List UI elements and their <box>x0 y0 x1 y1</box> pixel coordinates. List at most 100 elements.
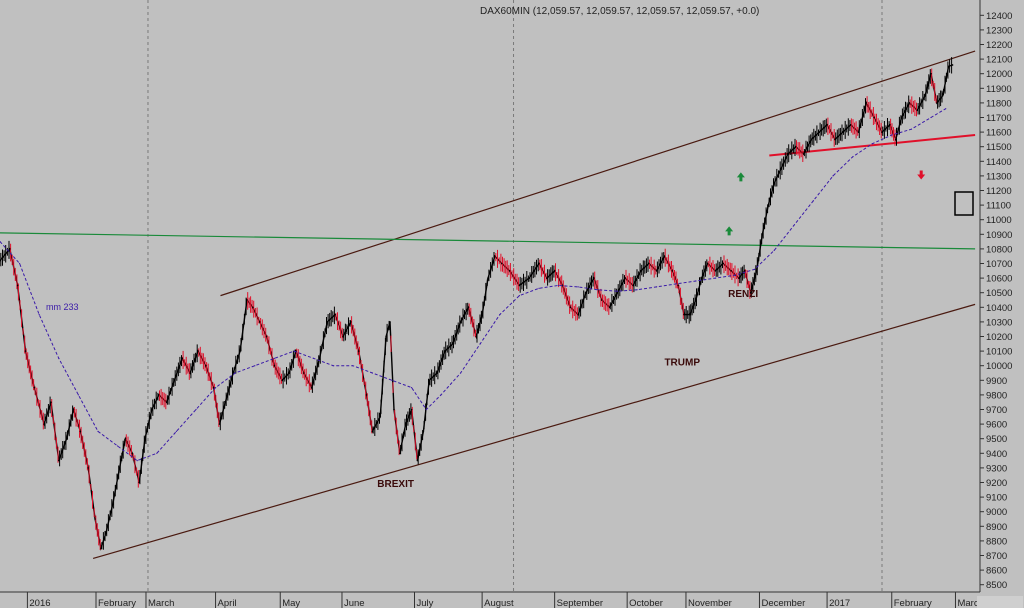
series-1-point-22 <box>425 408 427 411</box>
series-0-point-113 <box>810 138 813 141</box>
y-tick-label-9400: 9400 <box>986 449 1007 460</box>
annotation-1: TRUMP <box>664 358 700 369</box>
series-0-point-25 <box>181 357 184 360</box>
series-1-point-20 <box>391 379 393 381</box>
series-0-point-130 <box>936 102 938 104</box>
y-tick-label-8700: 8700 <box>986 551 1007 562</box>
y-tick-label-9600: 9600 <box>986 420 1007 431</box>
series-0-point-103 <box>744 270 746 272</box>
series-0-point-131 <box>941 94 944 97</box>
series-0-point-62 <box>436 372 438 374</box>
y-tick-label-12000: 12000 <box>986 69 1012 80</box>
series-0-point-5 <box>43 423 45 425</box>
series-1-point-23 <box>440 394 442 396</box>
x-tick-label-11: December <box>761 598 805 608</box>
series-0-point-20 <box>144 437 146 440</box>
x-scrollbar-corner[interactable] <box>977 596 1023 608</box>
series-0-point-70 <box>494 255 496 257</box>
series-0-point-72 <box>508 270 511 272</box>
series-0-point-37 <box>265 335 268 338</box>
series-0-point-54 <box>389 321 391 323</box>
series-layer <box>0 57 954 551</box>
x-tick-label-8: September <box>557 598 603 608</box>
series-0-point-44 <box>318 357 321 360</box>
series-0-point-12 <box>94 518 96 520</box>
series-0-point-27 <box>197 350 199 352</box>
y-tick-label-8800: 8800 <box>986 536 1007 547</box>
horizontal-resistance-line <box>0 232 976 250</box>
series-1-point-45 <box>871 143 873 145</box>
x-tick-label-13: February <box>894 598 932 608</box>
series-1-point-31 <box>597 289 599 291</box>
series-0-point-10 <box>79 430 82 433</box>
series-0-point-36 <box>258 321 261 323</box>
y-tick-label-12100: 12100 <box>986 55 1012 66</box>
series-1-point-36 <box>695 280 697 282</box>
y-tick-label-11800: 11800 <box>986 98 1012 109</box>
y-tick-label-11600: 11600 <box>986 128 1012 139</box>
series-0-point-112 <box>802 153 805 155</box>
series-1-point-18 <box>352 365 354 367</box>
series-0-point-63 <box>444 350 446 352</box>
series-0-point-88 <box>640 270 642 272</box>
series-0-point-122 <box>881 131 883 133</box>
series-1-point-25 <box>479 343 481 345</box>
y-tick-label-10400: 10400 <box>986 303 1012 314</box>
y-tick-label-9900: 9900 <box>986 376 1007 387</box>
series-0-point-55 <box>393 408 395 411</box>
series-0-point-85 <box>616 291 619 294</box>
series-1-point-5 <box>97 430 99 432</box>
series-0-point-39 <box>281 379 284 382</box>
series-1-point-16 <box>313 357 315 359</box>
series-0-point-80 <box>577 313 579 316</box>
series-0-point-46 <box>334 313 336 316</box>
series-1-point-8 <box>156 452 158 454</box>
series-0-point-82 <box>593 277 595 279</box>
y-tick-label-9800: 9800 <box>986 390 1007 401</box>
series-0-point-93 <box>677 284 679 287</box>
y-tick-label-9300: 9300 <box>986 463 1007 474</box>
series-0-point-45 <box>326 321 329 323</box>
series-1-point-47 <box>910 128 913 130</box>
series-0-point-114 <box>818 131 821 133</box>
series-1-point-42 <box>812 200 815 202</box>
y-tick-label-11700: 11700 <box>986 113 1012 124</box>
y-tick-label-8600: 8600 <box>986 566 1007 577</box>
series-1-point-21 <box>411 387 413 389</box>
x-tick-label-1: February <box>98 598 136 608</box>
series-0-point-32 <box>232 372 235 374</box>
series-0-point-76 <box>546 277 548 279</box>
y-tick-label-12300: 12300 <box>986 25 1012 36</box>
series-0-point-64 <box>451 343 454 345</box>
series-0-point-42 <box>303 372 305 374</box>
series-0-point-11 <box>87 467 89 469</box>
series-0-point-96 <box>695 299 697 301</box>
series-0-point-4 <box>33 386 36 389</box>
series-0-point-105 <box>755 270 758 272</box>
series-0-point-71 <box>500 262 503 265</box>
x-tick-label-7: August <box>484 598 514 608</box>
series-1-point-3 <box>58 357 60 359</box>
series-0-point-95 <box>689 313 691 316</box>
series-0-point-120 <box>865 102 868 104</box>
x-tick-label-0: 2016 <box>29 598 50 608</box>
y-tick-label-11500: 11500 <box>986 142 1012 153</box>
y-tick-label-10200: 10200 <box>986 332 1012 343</box>
markers <box>725 170 926 236</box>
series-1-point-6 <box>117 445 119 447</box>
series-0-point-101 <box>730 270 732 272</box>
series-0-point-91 <box>663 255 666 257</box>
series-0-point-100 <box>722 262 725 265</box>
series-0-point-106 <box>761 233 764 236</box>
series-0-point-53 <box>385 335 387 338</box>
y-tick-label-10500: 10500 <box>986 288 1012 299</box>
y-tick-label-10800: 10800 <box>986 244 1012 255</box>
x-tick-label-2: March <box>148 598 174 608</box>
y-tick-label-9000: 9000 <box>986 507 1007 518</box>
series-1-point-14 <box>273 357 275 359</box>
series-0-point-17 <box>124 437 127 440</box>
x-axis: 2016 February March April May June July August S… <box>0 591 980 608</box>
series-0-point-65 <box>459 321 462 323</box>
series-0-point-119 <box>857 131 860 133</box>
series-1-point-7 <box>136 460 138 462</box>
